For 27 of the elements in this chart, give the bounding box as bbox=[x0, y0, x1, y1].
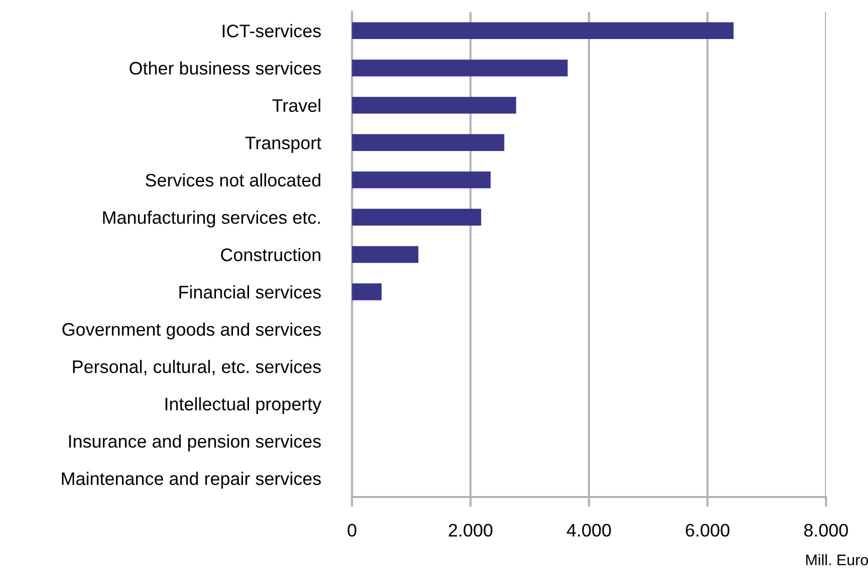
x-axis-title: Mill. Euro bbox=[806, 554, 868, 566]
y-tick-label: Construction bbox=[221, 248, 320, 262]
x-tick-label: 8.000 bbox=[804, 524, 848, 537]
x-tick-label: 2.000 bbox=[448, 524, 492, 537]
x-tick-label: 0 bbox=[348, 524, 356, 537]
x-tick-label: 6.000 bbox=[686, 524, 730, 537]
y-tick-label: Other business services bbox=[130, 61, 321, 75]
y-tick-label: Transport bbox=[245, 136, 322, 153]
y-tick-label: Financial services bbox=[179, 285, 321, 299]
y-tick-label: Insurance and pension services bbox=[69, 434, 321, 452]
y-tick-label: Travel bbox=[272, 98, 320, 112]
y-tick-label: Personal, cultural, etc. services bbox=[73, 360, 321, 376]
bar bbox=[352, 283, 382, 300]
y-tick-label: Services not allocated bbox=[146, 173, 320, 187]
bar bbox=[352, 22, 734, 40]
y-tick-label: Manufacturing services etc. bbox=[103, 210, 320, 228]
bar bbox=[352, 246, 418, 263]
bar bbox=[352, 208, 482, 226]
bar bbox=[352, 171, 491, 188]
y-tick-label: Intellectual property bbox=[166, 397, 322, 414]
bar bbox=[352, 60, 568, 76]
y-tick-label: Maintenance and repair services bbox=[62, 472, 321, 489]
x-tick-label: 4.000 bbox=[566, 524, 611, 537]
bar bbox=[352, 134, 504, 151]
y-tick-label: ICT-services bbox=[222, 24, 321, 38]
y-tick-label: Government goods and services bbox=[62, 322, 321, 340]
bar bbox=[352, 96, 516, 114]
